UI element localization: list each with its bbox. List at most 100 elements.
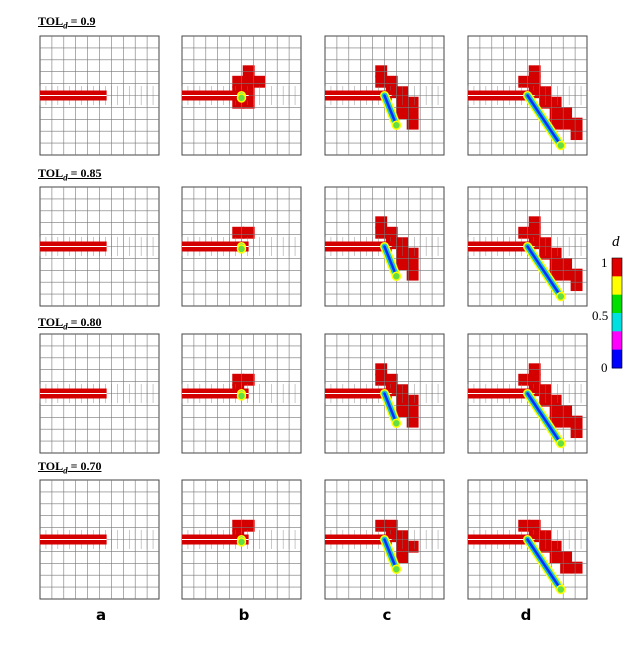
crack-tip: [391, 564, 402, 574]
refined-cell: [560, 258, 573, 271]
panel-r1-c: [324, 35, 445, 156]
refined-cell: [232, 373, 245, 386]
refined-cell: [385, 384, 398, 397]
refined-cell: [406, 258, 419, 271]
refined-cell: [385, 226, 398, 239]
refined-cell: [385, 373, 398, 386]
refined-cell: [375, 373, 388, 386]
refined-cell: [242, 96, 255, 109]
refined-cell: [570, 279, 583, 292]
refined-cell: [560, 561, 573, 574]
refined-cell: [518, 519, 531, 532]
refined-cell: [406, 117, 419, 130]
refined-cell: [570, 128, 583, 141]
refined-cell: [396, 405, 409, 418]
refined-cell: [549, 415, 562, 428]
refined-cell: [242, 65, 255, 78]
crack-core: [526, 94, 563, 147]
row-title-2: TOLd = 0.85: [38, 166, 102, 183]
panel-r1-a: [39, 35, 160, 156]
refined-cell: [375, 226, 388, 239]
crack-tip: [236, 93, 247, 103]
crack-core: [383, 392, 398, 425]
refined-cell: [549, 258, 562, 271]
colorbar-segment: [612, 349, 622, 369]
refined-cell: [560, 415, 573, 428]
refined-cell: [406, 415, 419, 428]
panel-r2-d: [467, 186, 588, 307]
colorbar-tick-1: 1: [601, 255, 608, 270]
refined-cell: [528, 226, 541, 239]
colorbar-segment: [612, 276, 622, 296]
refined-cell: [560, 107, 573, 120]
refined-cell: [518, 373, 531, 386]
refined-cell: [242, 519, 255, 532]
refined-cell: [528, 373, 541, 386]
refined-cell: [570, 415, 583, 428]
crack-tip: [391, 120, 402, 130]
refined-cell: [232, 75, 245, 88]
column-label-b: b: [238, 606, 250, 624]
refined-cell: [549, 268, 562, 281]
panel-r3-b: [181, 333, 302, 454]
refined-cell: [406, 394, 419, 407]
refined-cell: [528, 65, 541, 78]
refined-cell: [528, 86, 541, 99]
panel-r1-d: [467, 35, 588, 156]
mesh-grid: [467, 36, 587, 155]
column-label-c: c: [382, 606, 392, 624]
panel-r4-a: [39, 479, 160, 600]
column-label-a: a: [95, 606, 107, 624]
crack-tip: [391, 418, 402, 428]
refined-cell: [396, 258, 409, 271]
refined-cell: [528, 519, 541, 532]
panel-r3-d: [467, 333, 588, 454]
crack-core: [526, 245, 563, 298]
colorbar-segment: [612, 331, 622, 351]
refined-cell: [518, 75, 531, 88]
crack-core: [383, 538, 398, 571]
crack-core: [383, 94, 398, 127]
colorbar-segment: [612, 258, 622, 277]
panel-r2-c: [324, 186, 445, 307]
refined-cell: [375, 519, 388, 532]
refined-cell: [375, 216, 388, 229]
refined-cell: [375, 65, 388, 78]
panel-r1-b: [181, 35, 302, 156]
colorbar-tick-0: 0: [601, 360, 608, 375]
refined-cell: [549, 96, 562, 109]
refined-cell: [242, 75, 255, 88]
refined-cell: [528, 237, 541, 250]
panel-r4-d: [467, 479, 588, 600]
crack-tip: [556, 584, 566, 595]
refined-cell: [560, 405, 573, 418]
panel-r3-c: [324, 333, 445, 454]
crack-core: [383, 245, 398, 278]
refined-cell: [549, 107, 562, 120]
refined-cell: [528, 216, 541, 229]
column-label-d: d: [520, 606, 532, 624]
crack-tip: [391, 271, 402, 281]
crack-tip: [236, 244, 247, 254]
refined-cell: [560, 117, 573, 130]
refined-cell: [549, 551, 562, 564]
panel-r2-b: [181, 186, 302, 307]
panel-r4-c: [324, 479, 445, 600]
panel-r3-a: [39, 333, 160, 454]
refined-cell: [375, 363, 388, 376]
crack-tip: [556, 140, 566, 151]
colorbar-title: d: [612, 234, 620, 250]
refined-cell: [385, 86, 398, 99]
refined-cell: [549, 247, 562, 260]
refined-cell: [570, 561, 583, 574]
refined-cell: [253, 75, 266, 88]
panel-r2-a: [39, 186, 160, 307]
refined-cell: [528, 530, 541, 543]
crack-tip: [236, 391, 247, 401]
refined-cell: [396, 551, 409, 564]
refined-cell: [385, 530, 398, 543]
row-title-3: TOLd = 0.80: [38, 315, 102, 332]
refined-cell: [406, 96, 419, 109]
